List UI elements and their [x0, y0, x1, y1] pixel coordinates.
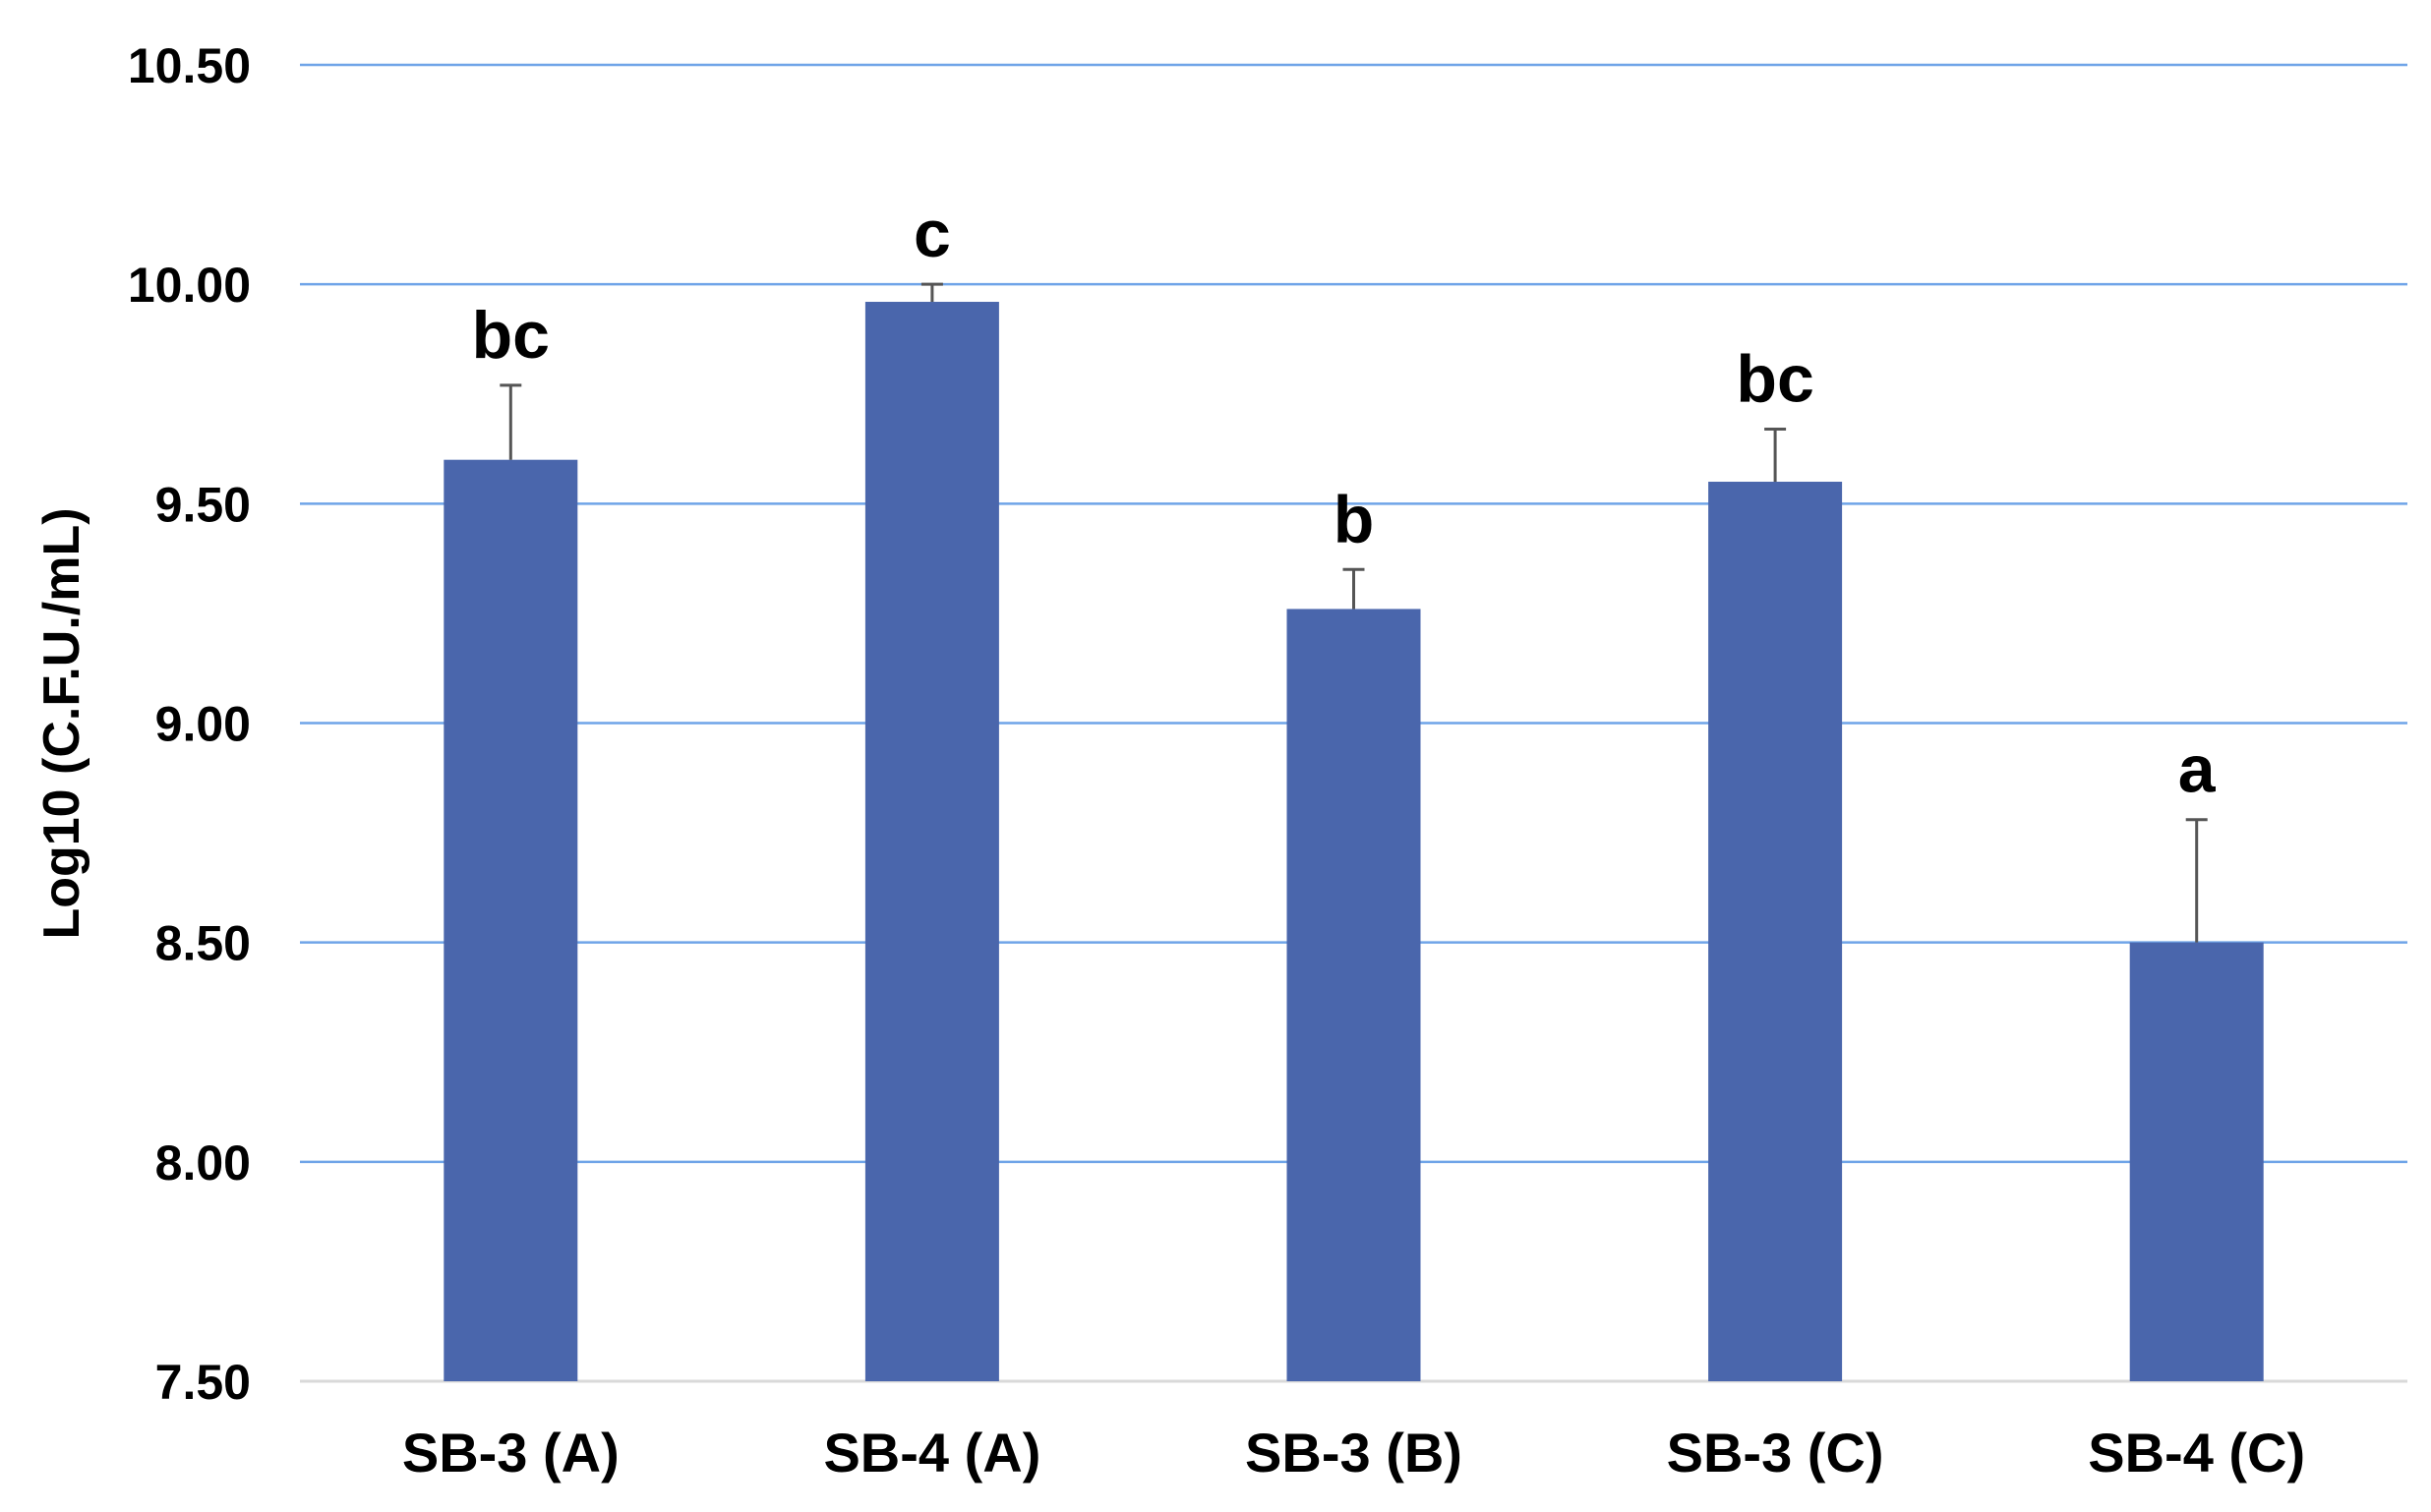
significance-labels: bc c b bc a	[472, 197, 2217, 807]
y-tick-labels: 7.50 8.00 8.50 9.00 9.50 10.00 10.50	[128, 38, 251, 1410]
y-tick-label: 9.00	[155, 697, 251, 752]
error-bars	[500, 282, 2208, 943]
bar	[1286, 609, 1421, 1381]
bar	[2129, 942, 2264, 1381]
x-category-label: SB-3 (B)	[1245, 1422, 1462, 1483]
significance-label: b	[1334, 482, 1375, 556]
bar	[1708, 482, 1843, 1381]
x-category-label: SB-3 (C)	[1667, 1422, 1884, 1483]
x-category-labels: SB-3 (A) SB-4 (A) SB-3 (B) SB-3 (C) SB-4 (C)	[402, 1422, 2305, 1483]
significance-label: bc	[1736, 341, 1813, 416]
significance-label: a	[2178, 732, 2217, 807]
y-tick-label: 8.00	[155, 1135, 251, 1191]
y-axis-title: Log10 (C.F.U./mL)	[33, 507, 90, 939]
y-tick-label: 10.00	[128, 258, 251, 313]
bar	[864, 302, 999, 1381]
significance-label: c	[914, 197, 951, 271]
x-category-label: SB-4 (A)	[823, 1422, 1040, 1483]
significance-label: bc	[472, 298, 550, 373]
gridlines	[300, 63, 2407, 1383]
x-category-label: SB-3 (A)	[402, 1422, 620, 1483]
y-tick-label: 9.50	[155, 477, 251, 532]
x-category-label: SB-4 (C)	[2088, 1422, 2305, 1483]
bar	[444, 459, 578, 1381]
bars	[444, 302, 2264, 1381]
y-tick-label: 7.50	[155, 1355, 251, 1410]
y-tick-label: 10.50	[128, 38, 251, 93]
y-tick-label: 8.50	[155, 916, 251, 971]
